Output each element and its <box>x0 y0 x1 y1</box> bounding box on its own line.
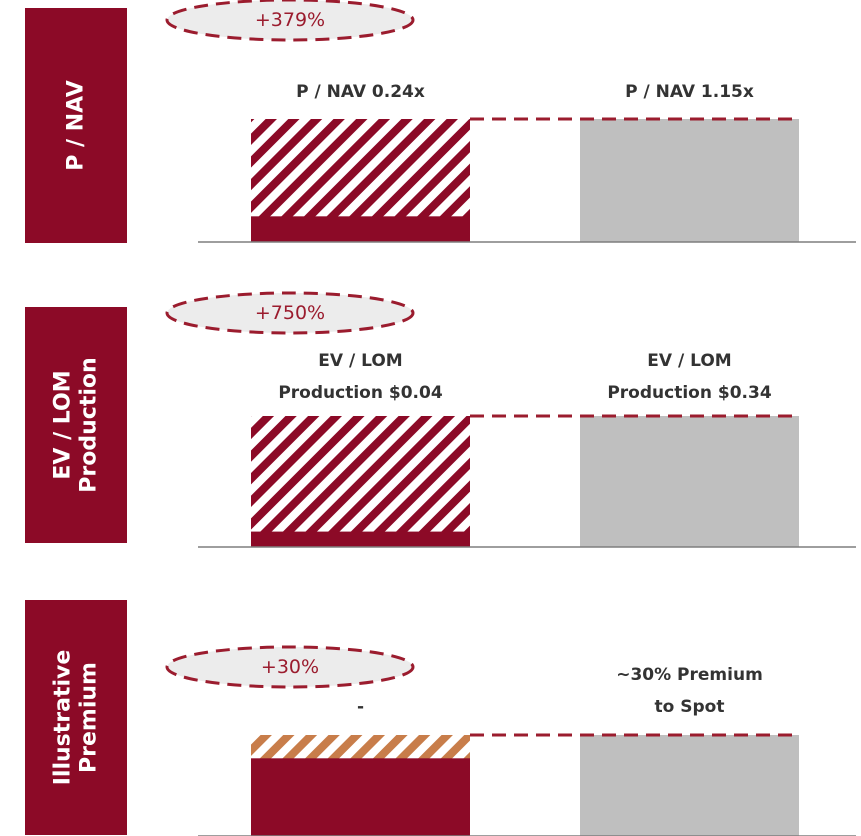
category-label: to Spot <box>655 697 725 717</box>
change-label: +30% <box>261 656 319 678</box>
chart-panel-3: Illustrative Premium +30% - ~30% Premium to S… <box>25 600 856 836</box>
change-label: +379% <box>255 9 325 31</box>
bar-1 <box>251 531 470 547</box>
category-label: Production $0.34 <box>607 383 771 403</box>
panel-label-box <box>25 8 127 243</box>
panel-label-text: Production <box>77 357 102 492</box>
category-label: P / NAV 0.24x <box>296 82 425 102</box>
bar-1 <box>251 758 470 836</box>
panel-label-text: Premium <box>77 662 102 773</box>
bar-2 <box>580 416 799 547</box>
category-label: EV / LOM <box>318 351 402 371</box>
category-label: ~30% Premium <box>616 665 763 685</box>
change-ellipse <box>165 291 415 335</box>
change-label: +750% <box>255 302 325 324</box>
category-label: P / NAV 1.15x <box>625 82 754 102</box>
bar-2 <box>580 119 799 242</box>
panel-label-text: P / NAV <box>64 80 89 170</box>
category-label: - <box>357 697 364 717</box>
panel-label-text: Illustrative <box>51 650 76 786</box>
chart-panel-2: EV / LOM Production+750%EV / LOMProductio… <box>25 291 856 548</box>
change-ellipse <box>165 645 415 689</box>
bar-hatch-1 <box>251 416 470 547</box>
category-label: Production $0.04 <box>278 383 442 403</box>
panel-label-box <box>25 600 127 835</box>
chart-panel-1: P / NAV +379% P / NAV 0.24x P / NAV 1.15x <box>25 0 856 243</box>
bar-2 <box>580 735 799 836</box>
category-label: EV / LOM <box>647 351 731 371</box>
change-ellipse <box>165 0 415 42</box>
bar-1 <box>251 216 470 242</box>
panel-label-box <box>25 307 127 543</box>
panel-label-text: EV / LOM <box>51 370 76 479</box>
